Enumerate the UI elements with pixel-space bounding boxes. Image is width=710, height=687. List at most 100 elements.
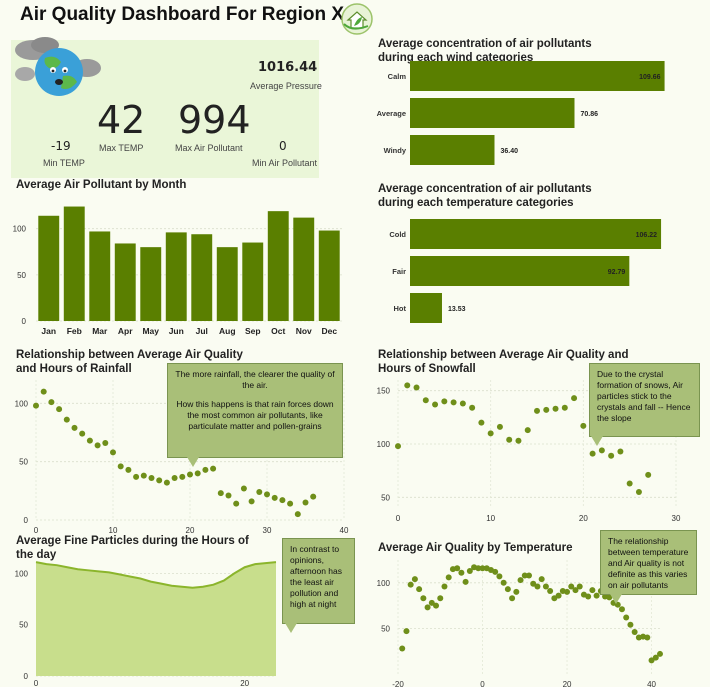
snowfall-point [571,395,578,402]
monthly-bar [318,230,340,321]
monthly-bar [114,243,136,321]
rainfall-point [33,402,39,409]
monthly-x-tick-label: Oct [271,326,285,336]
monthly-x-tick-label: Sep [245,326,261,336]
snowfall-point [496,423,503,430]
monthly-x-tick-label: Nov [296,326,312,336]
rainfall-note: The more rainfall, the clearer the quali… [167,363,343,458]
snowfall-y-tick-label: 150 [377,387,391,396]
monthly-y-tick-label: 100 [13,225,27,234]
max-temp-label: Max TEMP [99,143,144,153]
temperature-point [564,588,571,595]
monthly-x-tick-label: Feb [67,326,82,336]
snowfall-point [515,437,522,444]
max-pollutant-label: Max Air Pollutant [175,143,243,153]
rainfall-point [79,430,86,437]
temperature-point [466,567,473,574]
min-pollutant-label: Min Air Pollutant [252,158,318,168]
temperature-point [445,574,452,581]
monthly-x-tick-label: Apr [118,326,133,336]
rainfall-point [148,475,155,481]
temperature-point [420,595,427,602]
fine-particles-x-tick-label: 0 [34,679,39,687]
rainfall-point [156,477,163,484]
fine-particles-y-tick-label: 50 [19,621,28,630]
snowfall-point [608,452,615,459]
temperature-point [504,586,511,593]
wind-bar [410,135,495,165]
temperature-point [458,569,465,576]
rainfall-x-tick-label: 10 [109,526,118,535]
temperature-point [433,602,440,609]
snowfall-point [534,407,540,414]
snowfall-x-tick-label: 20 [579,514,588,523]
monthly-bar [191,234,213,321]
rainfall-point [202,466,209,473]
temperature-point [652,654,659,661]
rainfall-point [187,471,193,478]
snowfall-y-tick-label: 50 [381,493,390,502]
rainfall-point [63,416,70,423]
snowfall-x-tick-label: 0 [396,514,401,523]
min-temp-value: -19 [51,139,71,153]
monthly-x-tick-label: Dec [321,326,337,336]
temperature-x-tick-label: -20 [392,680,404,687]
temperature-point [441,583,448,590]
wind-data-label: 109.66 [639,74,661,81]
snowfall-point [552,405,559,412]
snowfall-point [395,443,401,450]
monthly-bar [216,247,238,321]
max-temp-value: 42 [97,98,146,142]
fine-particles-y-tick-label: 100 [15,569,29,578]
rainfall-point [71,424,78,431]
temperature-point [657,650,663,657]
temperature-point [623,614,630,621]
rainfall-point [233,500,240,507]
page-title: Air Quality Dashboard For Region X [20,4,345,25]
monthly-x-tick-label: Aug [219,326,236,336]
temperature-point [462,578,469,585]
temperature-point [475,565,482,572]
snowfall-point [589,450,596,457]
snowfall-point [506,436,513,443]
temperature-note-pointer [610,594,622,604]
rainfall-point [48,399,55,406]
wind-category-label: Average [377,109,406,118]
snowfall-point [459,400,466,407]
monthly-bar [293,217,315,321]
temperature-point [555,592,562,599]
snowfall-point [617,448,624,455]
temperature-point [618,606,625,613]
avg-pressure-label: Average Pressure [250,81,322,91]
rainfall-point [310,493,317,500]
temp-category-bar [410,293,442,323]
monthly-chart-title: Average Air Pollutant by Month [16,179,187,191]
snowfall-point [645,471,652,478]
wind-bar [410,98,575,128]
monthly-x-tick-label: Jul [196,326,208,336]
temp-cat-chart-title: Average concentration of air pollutants d… [378,183,592,209]
fine-particles-note: In contrast to opinions, afternoon has t… [282,538,355,624]
monthly-bar [63,206,85,321]
temperature-point [542,583,549,590]
temperature-point [513,588,520,595]
avg-pressure-value: 1016.44 [258,60,318,75]
snowfall-x-tick-label: 10 [486,514,495,523]
rainfall-note-pointer [187,457,199,467]
fine-particles-area [36,562,276,676]
temperature-point [589,587,596,594]
snowfall-point [635,489,642,495]
wind-category-label: Windy [384,146,407,155]
temperature-chart-title: Average Air Quality by Temperature [378,542,573,554]
snowfall-point [432,401,439,408]
temp-category-data-label: 13.53 [448,306,466,313]
temperature-point [547,588,554,595]
rainfall-point [133,473,140,480]
monthly-y-tick-label: 50 [17,271,26,280]
rainfall-y-tick-label: 0 [24,516,29,525]
monthly-bar [242,242,264,321]
temp-category-category-label: Hot [394,304,407,313]
snowfall-point [543,406,550,413]
temp-category-bar-chart: Cold 106.22 Fair 92.79 Hot 13.53 [389,219,662,323]
rainfall-point [240,485,247,492]
